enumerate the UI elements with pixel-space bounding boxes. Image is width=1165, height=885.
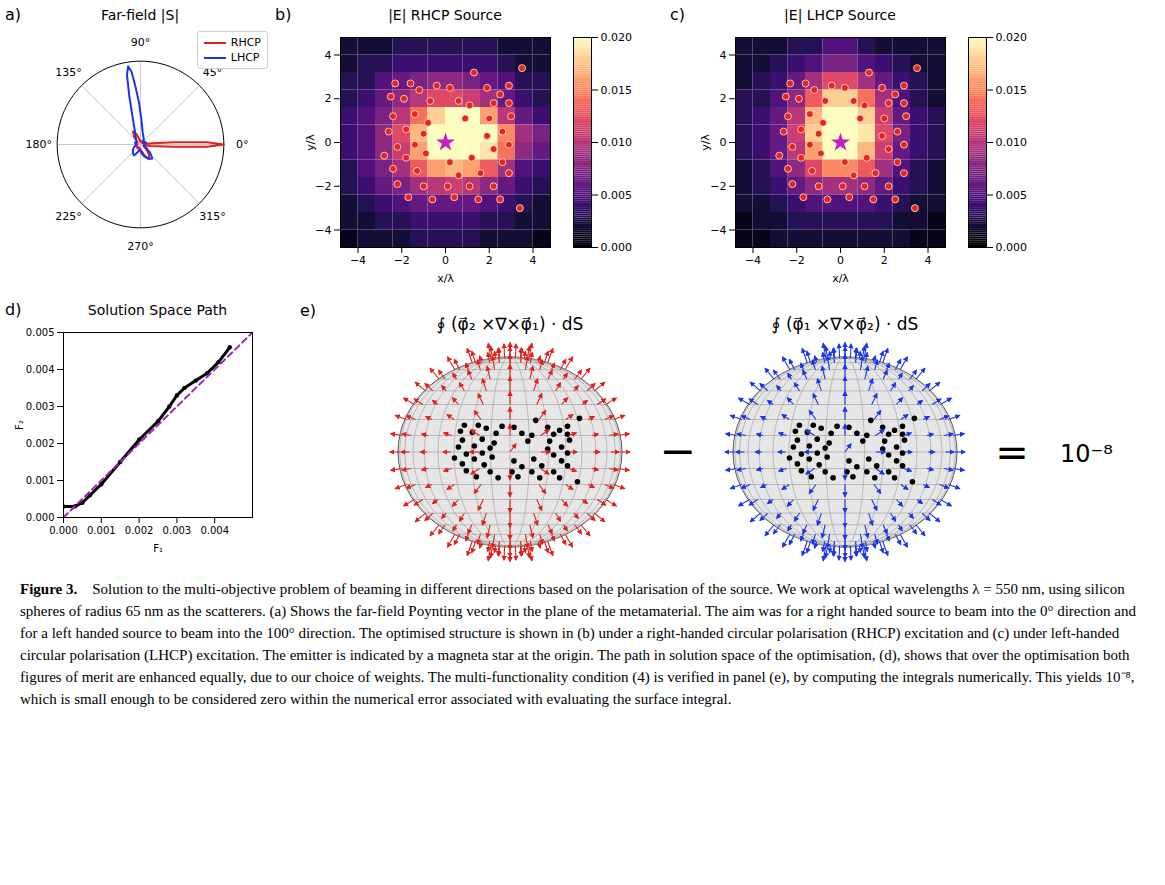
svg-text:180°: 180° bbox=[26, 138, 53, 151]
svg-text:−2: −2 bbox=[315, 180, 331, 193]
svg-text:0.000: 0.000 bbox=[996, 241, 1028, 254]
svg-text:0.005: 0.005 bbox=[601, 189, 633, 202]
svg-text:0.020: 0.020 bbox=[601, 31, 633, 44]
svg-text:0: 0 bbox=[442, 254, 449, 267]
html-text:a): a) bbox=[5, 5, 21, 24]
svg-text:∮ (φ⃗₂ ×∇×φ⃗₁) · dS: ∮ (φ⃗₂ ×∇×φ⃗₁) · dS bbox=[437, 314, 584, 334]
svg-text:10⁻⁸: 10⁻⁸ bbox=[1060, 440, 1113, 468]
html-text:Figure 3. Solution to the mult: Figure 3. Solution to the multi-objectiv… bbox=[20, 581, 1136, 707]
svg-text:0.004: 0.004 bbox=[26, 364, 55, 375]
svg-text:4: 4 bbox=[530, 254, 537, 267]
svg-text:−2: −2 bbox=[394, 254, 410, 267]
html-text:RHCP: RHCP bbox=[230, 36, 261, 49]
svg-text:−4: −4 bbox=[350, 254, 366, 267]
svg-text:225°: 225° bbox=[55, 210, 82, 223]
svg-text:0.010: 0.010 bbox=[996, 136, 1028, 149]
svg-text:90°: 90° bbox=[131, 36, 151, 49]
svg-text:∮ (φ⃗₁ ×∇×φ⃗₂) · dS: ∮ (φ⃗₁ ×∇×φ⃗₂) · dS bbox=[772, 314, 919, 334]
svg-text:−2: −2 bbox=[789, 254, 805, 267]
svg-text:x/λ: x/λ bbox=[832, 272, 849, 285]
svg-text:0.003: 0.003 bbox=[26, 401, 55, 412]
svg-text:0.005: 0.005 bbox=[26, 327, 55, 338]
svg-text:F₁: F₁ bbox=[153, 543, 163, 554]
svg-text:4: 4 bbox=[720, 49, 727, 62]
svg-text:e): e) bbox=[300, 301, 316, 320]
svg-text:0: 0 bbox=[720, 136, 727, 149]
svg-text:2: 2 bbox=[881, 254, 888, 267]
svg-text:0.000: 0.000 bbox=[49, 525, 78, 536]
html-text:Far-field |S|: Far-field |S| bbox=[100, 7, 180, 23]
svg-text:x/λ: x/λ bbox=[437, 272, 454, 285]
svg-text:0: 0 bbox=[325, 136, 332, 149]
svg-text:0.001: 0.001 bbox=[26, 475, 55, 486]
svg-text:2: 2 bbox=[486, 254, 493, 267]
svg-text:−4: −4 bbox=[710, 224, 726, 237]
svg-text:135°: 135° bbox=[55, 66, 82, 79]
svg-text:−2: −2 bbox=[710, 180, 726, 193]
html-text:Solution Space Path: Solution Space Path bbox=[87, 302, 228, 318]
svg-text:0: 0 bbox=[837, 254, 844, 267]
svg-text:2: 2 bbox=[720, 92, 727, 105]
svg-text:0.005: 0.005 bbox=[996, 189, 1028, 202]
svg-text:−4: −4 bbox=[315, 224, 331, 237]
html-text:d): d) bbox=[5, 300, 22, 319]
svg-text:−: − bbox=[660, 425, 697, 476]
svg-text:0.003: 0.003 bbox=[163, 525, 192, 536]
svg-text:315°: 315° bbox=[199, 210, 226, 223]
html-text:|E| LHCP Source: |E| LHCP Source bbox=[784, 7, 896, 23]
svg-text:270°: 270° bbox=[127, 240, 154, 253]
html-text:b): b) bbox=[275, 5, 292, 24]
svg-text:0.002: 0.002 bbox=[26, 438, 55, 449]
svg-text:0.002: 0.002 bbox=[125, 525, 154, 536]
svg-text:−4: −4 bbox=[745, 254, 761, 267]
svg-text:0.001: 0.001 bbox=[87, 525, 116, 536]
svg-text:0.015: 0.015 bbox=[996, 84, 1028, 97]
svg-text:F₂: F₂ bbox=[14, 420, 25, 430]
svg-text:2: 2 bbox=[325, 92, 332, 105]
html-text:c): c) bbox=[670, 5, 685, 24]
html-text:LHCP: LHCP bbox=[230, 51, 260, 64]
svg-text:=: = bbox=[995, 429, 1029, 475]
svg-text:0.000: 0.000 bbox=[601, 241, 633, 254]
svg-text:0.015: 0.015 bbox=[601, 84, 633, 97]
svg-text:0°: 0° bbox=[236, 138, 249, 151]
svg-text:y/λ: y/λ bbox=[304, 134, 317, 151]
svg-text:0.010: 0.010 bbox=[601, 136, 633, 149]
svg-text:45°: 45° bbox=[202, 66, 223, 80]
svg-text:0.000: 0.000 bbox=[26, 512, 55, 523]
svg-text:4: 4 bbox=[925, 254, 932, 267]
svg-text:0.004: 0.004 bbox=[200, 525, 229, 536]
svg-text:4: 4 bbox=[325, 49, 332, 62]
svg-text:y/λ: y/λ bbox=[699, 134, 712, 151]
html-text:|E| RHCP Source: |E| RHCP Source bbox=[388, 7, 502, 23]
svg-text:0.020: 0.020 bbox=[996, 31, 1028, 44]
